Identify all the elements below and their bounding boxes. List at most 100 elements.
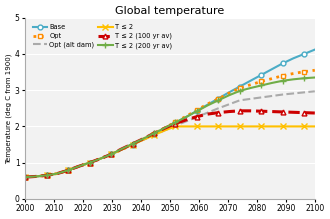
T ≤ 2 (100 yr av) bbox=[98, 157, 102, 160]
Opt bbox=[131, 143, 135, 146]
T ≤ 2 bbox=[259, 125, 263, 128]
Base bbox=[195, 110, 199, 112]
T ≤ 2 bbox=[131, 143, 135, 146]
Opt (alt dam) bbox=[216, 107, 220, 110]
T ≤ 2 bbox=[141, 138, 145, 141]
Opt bbox=[152, 132, 156, 135]
Line: T ≤ 2 (200 yr av): T ≤ 2 (200 yr av) bbox=[22, 74, 318, 181]
Opt (alt dam) bbox=[227, 103, 231, 106]
Opt bbox=[259, 80, 263, 83]
Base bbox=[77, 165, 81, 168]
T ≤ 2 (200 yr av) bbox=[259, 84, 263, 87]
T ≤ 2 bbox=[238, 125, 242, 128]
Opt (alt dam) bbox=[131, 143, 135, 146]
Opt bbox=[195, 109, 199, 111]
T ≤ 2 (200 yr av) bbox=[227, 94, 231, 97]
T ≤ 2 (100 yr av) bbox=[88, 161, 92, 164]
Opt bbox=[238, 87, 242, 89]
Base bbox=[131, 143, 135, 146]
Base bbox=[184, 116, 188, 118]
T ≤ 2 (200 yr av) bbox=[216, 99, 220, 102]
T ≤ 2 bbox=[174, 125, 178, 128]
Opt bbox=[23, 176, 27, 178]
T ≤ 2 (100 yr av) bbox=[66, 169, 70, 171]
T ≤ 2 (200 yr av) bbox=[66, 169, 70, 171]
T ≤ 2 bbox=[120, 148, 124, 151]
T ≤ 2 (100 yr av) bbox=[195, 115, 199, 118]
Base bbox=[55, 172, 59, 175]
Opt bbox=[248, 83, 252, 86]
T ≤ 2 (200 yr av) bbox=[120, 148, 124, 150]
T ≤ 2 bbox=[270, 125, 274, 128]
Opt bbox=[88, 161, 92, 164]
Opt (alt dam) bbox=[98, 157, 102, 160]
Opt bbox=[281, 74, 285, 77]
T ≤ 2 (100 yr av) bbox=[55, 172, 59, 175]
T ≤ 2 (200 yr av) bbox=[302, 77, 306, 79]
Opt bbox=[184, 115, 188, 118]
Base bbox=[34, 175, 38, 178]
T ≤ 2 (100 yr av) bbox=[248, 110, 252, 112]
T ≤ 2 (200 yr av) bbox=[238, 90, 242, 92]
Base bbox=[248, 79, 252, 82]
Base bbox=[88, 161, 92, 164]
Opt (alt dam) bbox=[248, 98, 252, 100]
Opt (alt dam) bbox=[163, 129, 167, 132]
T ≤ 2 (200 yr av) bbox=[109, 153, 113, 156]
T ≤ 2 (200 yr av) bbox=[152, 132, 156, 135]
T ≤ 2 (100 yr av) bbox=[152, 132, 156, 135]
T ≤ 2 bbox=[163, 129, 167, 132]
Opt bbox=[227, 92, 231, 94]
T ≤ 2 bbox=[216, 125, 220, 128]
Opt bbox=[34, 175, 38, 178]
Base bbox=[163, 127, 167, 130]
Opt (alt dam) bbox=[195, 116, 199, 118]
Line: Base: Base bbox=[23, 47, 317, 180]
Opt (alt dam) bbox=[34, 175, 38, 178]
T ≤ 2 (200 yr av) bbox=[206, 104, 210, 107]
T ≤ 2 (200 yr av) bbox=[270, 82, 274, 84]
T ≤ 2 (100 yr av) bbox=[184, 118, 188, 121]
T ≤ 2 (200 yr av) bbox=[131, 143, 135, 145]
Line: Opt: Opt bbox=[23, 68, 317, 180]
T ≤ 2 bbox=[98, 157, 102, 160]
T ≤ 2 bbox=[45, 174, 49, 177]
T ≤ 2 (100 yr av) bbox=[291, 111, 295, 114]
T ≤ 2 (200 yr av) bbox=[45, 174, 49, 177]
Opt (alt dam) bbox=[206, 111, 210, 114]
Opt (alt dam) bbox=[238, 99, 242, 102]
Y-axis label: Temperature (deg C from 1900): Temperature (deg C from 1900) bbox=[6, 53, 12, 164]
T ≤ 2 (100 yr av) bbox=[216, 111, 220, 114]
Opt (alt dam) bbox=[109, 153, 113, 156]
Opt bbox=[66, 169, 70, 171]
T ≤ 2 (200 yr av) bbox=[163, 127, 167, 129]
T ≤ 2 bbox=[227, 125, 231, 128]
Opt bbox=[291, 72, 295, 75]
Opt bbox=[120, 148, 124, 151]
Legend: Base, Opt, Opt (alt dam), T ≤ 2, T ≤ 2 (100 yr av), T ≤ 2 (200 yr av): Base, Opt, Opt (alt dam), T ≤ 2, T ≤ 2 (… bbox=[31, 23, 173, 50]
T ≤ 2 (100 yr av) bbox=[227, 110, 231, 113]
Line: Opt (alt dam): Opt (alt dam) bbox=[25, 91, 315, 177]
Line: T ≤ 2 (100 yr av): T ≤ 2 (100 yr av) bbox=[23, 108, 317, 180]
Base bbox=[227, 91, 231, 94]
Base bbox=[98, 157, 102, 160]
T ≤ 2 bbox=[23, 176, 27, 178]
T ≤ 2 bbox=[248, 125, 252, 128]
Title: Global temperature: Global temperature bbox=[115, 5, 225, 16]
Opt (alt dam) bbox=[291, 92, 295, 95]
T ≤ 2 (200 yr av) bbox=[291, 78, 295, 81]
Opt (alt dam) bbox=[141, 138, 145, 141]
T ≤ 2 bbox=[291, 125, 295, 128]
Opt (alt dam) bbox=[23, 176, 27, 178]
T ≤ 2 bbox=[88, 161, 92, 164]
T ≤ 2 (100 yr av) bbox=[163, 127, 167, 130]
Opt bbox=[270, 77, 274, 80]
Opt (alt dam) bbox=[184, 120, 188, 123]
T ≤ 2 (100 yr av) bbox=[206, 113, 210, 115]
T ≤ 2 (100 yr av) bbox=[281, 111, 285, 113]
Base bbox=[152, 133, 156, 136]
T ≤ 2 (200 yr av) bbox=[281, 79, 285, 82]
Base bbox=[66, 169, 70, 171]
Base bbox=[174, 122, 178, 124]
T ≤ 2 bbox=[109, 153, 113, 156]
